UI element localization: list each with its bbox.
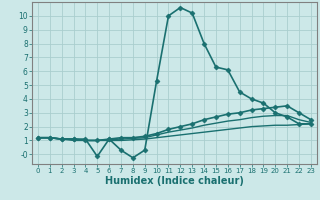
X-axis label: Humidex (Indice chaleur): Humidex (Indice chaleur) bbox=[105, 176, 244, 186]
